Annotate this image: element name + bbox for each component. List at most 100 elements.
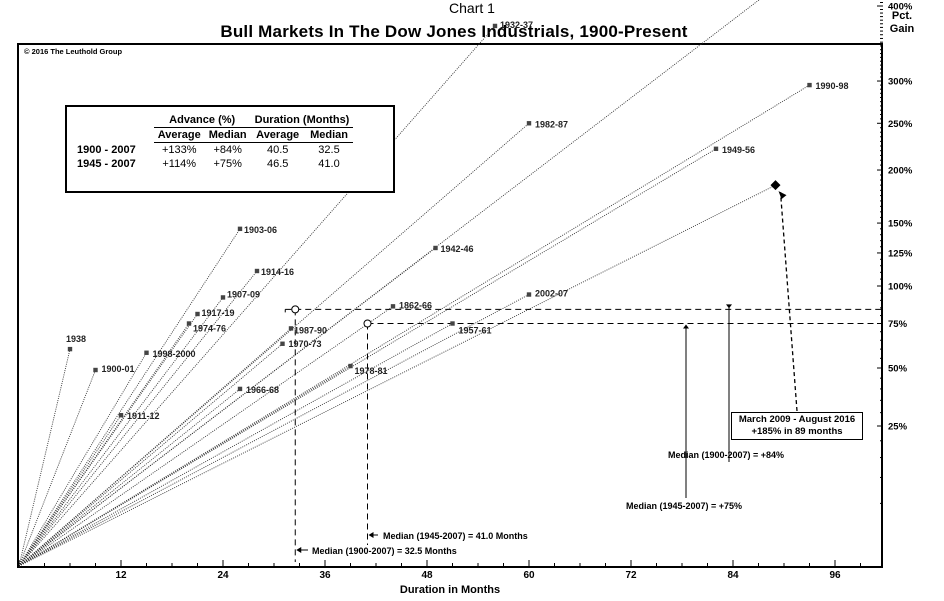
col-header-median: Median	[304, 127, 354, 143]
ray-line	[18, 84, 810, 567]
data-point	[93, 367, 98, 373]
point-label: 2002-07	[535, 289, 568, 299]
annotation-arrow-head	[726, 304, 732, 309]
data-point	[220, 295, 226, 300]
point-label: 1949-56	[722, 145, 755, 155]
ray-line	[18, 414, 122, 567]
point-label: 1978-81	[355, 366, 388, 376]
y-tick-label: 200%	[888, 166, 913, 177]
ray-line	[18, 352, 147, 567]
cell-adv-avg: +114%	[162, 158, 197, 170]
y-tick-label: 300%	[888, 77, 913, 88]
ray-lines	[18, 0, 810, 567]
callout-arrow-head	[778, 191, 787, 200]
axes: 12 24 36 48 60 72 84 96 25% 50% 75% 100% 125% 150% 200…	[18, 2, 913, 581]
col-header-average: Average	[153, 127, 205, 143]
y-axis-unit-label: Pct. Gain	[880, 10, 924, 36]
data-point	[492, 23, 498, 29]
ray-line	[18, 305, 394, 567]
annotation-arrow-head	[368, 532, 374, 538]
cell-dur-avg: 46.5	[266, 158, 289, 170]
x-tick-label: 24	[217, 570, 229, 581]
chart-number: Chart 1	[449, 0, 495, 16]
data-point	[186, 321, 192, 326]
ray-line	[18, 323, 190, 567]
data-point	[390, 304, 396, 309]
median-point	[363, 319, 372, 328]
y-tick-label: 150%	[888, 219, 913, 230]
y-tick-label: 50%	[888, 364, 908, 375]
point-label: 1914-16	[261, 267, 294, 277]
current-market-point	[770, 180, 781, 191]
point-label: 1966-68	[246, 385, 279, 395]
point-label: 1970-73	[289, 339, 322, 349]
stats-summary-box: Advance (%) Duration (Months) Average Me…	[65, 105, 395, 193]
data-point	[450, 321, 455, 326]
pct-label-line2: Gain	[889, 23, 915, 35]
group-header-duration: Duration (Months)	[250, 113, 354, 128]
data-point	[118, 413, 124, 418]
cell-adv-avg: +133%	[161, 144, 197, 156]
data-point	[195, 311, 200, 317]
ray-line	[18, 388, 241, 567]
table-row: 1945 - 2007 +114% +75% 46.5 41.0	[73, 157, 353, 171]
data-point	[526, 292, 532, 297]
pct-label-line1: Pct.	[891, 10, 913, 22]
current-bull-callout: March 2009 - August 2016 +185% in 89 mon…	[731, 412, 863, 440]
data-point	[348, 363, 353, 369]
ray-line	[18, 247, 436, 567]
x-tick-label: 48	[421, 570, 433, 581]
x-tick-label: 84	[727, 570, 739, 581]
data-point	[254, 268, 260, 274]
data-point	[237, 226, 243, 232]
data-point	[144, 350, 149, 355]
chart-title: Bull Markets In The Dow Jones Industrial…	[220, 22, 688, 41]
point-label: 1938	[66, 334, 86, 344]
callout-line2: +185% in 89 months	[751, 426, 843, 437]
ray-line	[18, 369, 96, 567]
x-tick-label: 36	[319, 570, 331, 581]
annotation-arrow-head	[683, 324, 689, 329]
data-point	[713, 146, 719, 152]
point-label: 1903-06	[244, 225, 277, 235]
median-gain-1900-label: Median (1900-2007) = +84%	[668, 450, 784, 460]
y-tick-label: 25%	[888, 422, 908, 433]
ray-line	[18, 270, 258, 567]
row-period: 1945 - 2007	[77, 158, 136, 170]
cell-dur-avg: 40.5	[266, 144, 289, 156]
x-tick-label: 12	[115, 570, 127, 581]
copyright-note: © 2016 The Leuthold Group	[24, 47, 123, 56]
ray-line	[18, 184, 776, 567]
data-point	[67, 346, 73, 352]
point-label: 1957-61	[459, 326, 492, 336]
data-point	[526, 121, 532, 126]
point-label: 1998-2000	[153, 349, 196, 359]
col-header-median: Median	[204, 127, 251, 143]
callout-line1: March 2009 - August 2016	[738, 414, 856, 425]
median-duration-1900-label: Median (1900-2007) = 32.5 Months	[312, 546, 457, 556]
point-label: 1917-19	[202, 308, 235, 318]
col-header-average: Average	[250, 127, 305, 143]
point-label: 1911-12	[127, 411, 160, 421]
data-point	[237, 386, 243, 392]
cell-adv-med: +75%	[213, 158, 242, 170]
x-tick-label: 96	[829, 570, 841, 581]
ray-line	[18, 294, 530, 567]
point-label: 1862-66	[399, 300, 432, 310]
point-label: 1974-76	[193, 324, 226, 334]
ray-line	[18, 349, 71, 567]
y-tick-label: 75%	[888, 319, 908, 330]
group-header-advance: Advance (%)	[153, 113, 251, 128]
cell-adv-med: +84%	[213, 144, 242, 156]
callout-arrow	[779, 192, 798, 412]
ray-line	[18, 297, 224, 567]
median-gain-1945-label: Median (1945-2007) = +75%	[626, 501, 742, 511]
point-label: 1932-37	[500, 20, 533, 30]
point-label: 1942-46	[441, 244, 474, 254]
data-point	[288, 326, 294, 331]
data-points: 1921-291932-371990-981982-871949-561903-…	[66, 20, 849, 421]
data-point	[807, 82, 812, 88]
ray-line	[18, 328, 292, 567]
cell-dur-med: 41.0	[318, 158, 340, 170]
point-label: 1987-90	[294, 325, 327, 335]
